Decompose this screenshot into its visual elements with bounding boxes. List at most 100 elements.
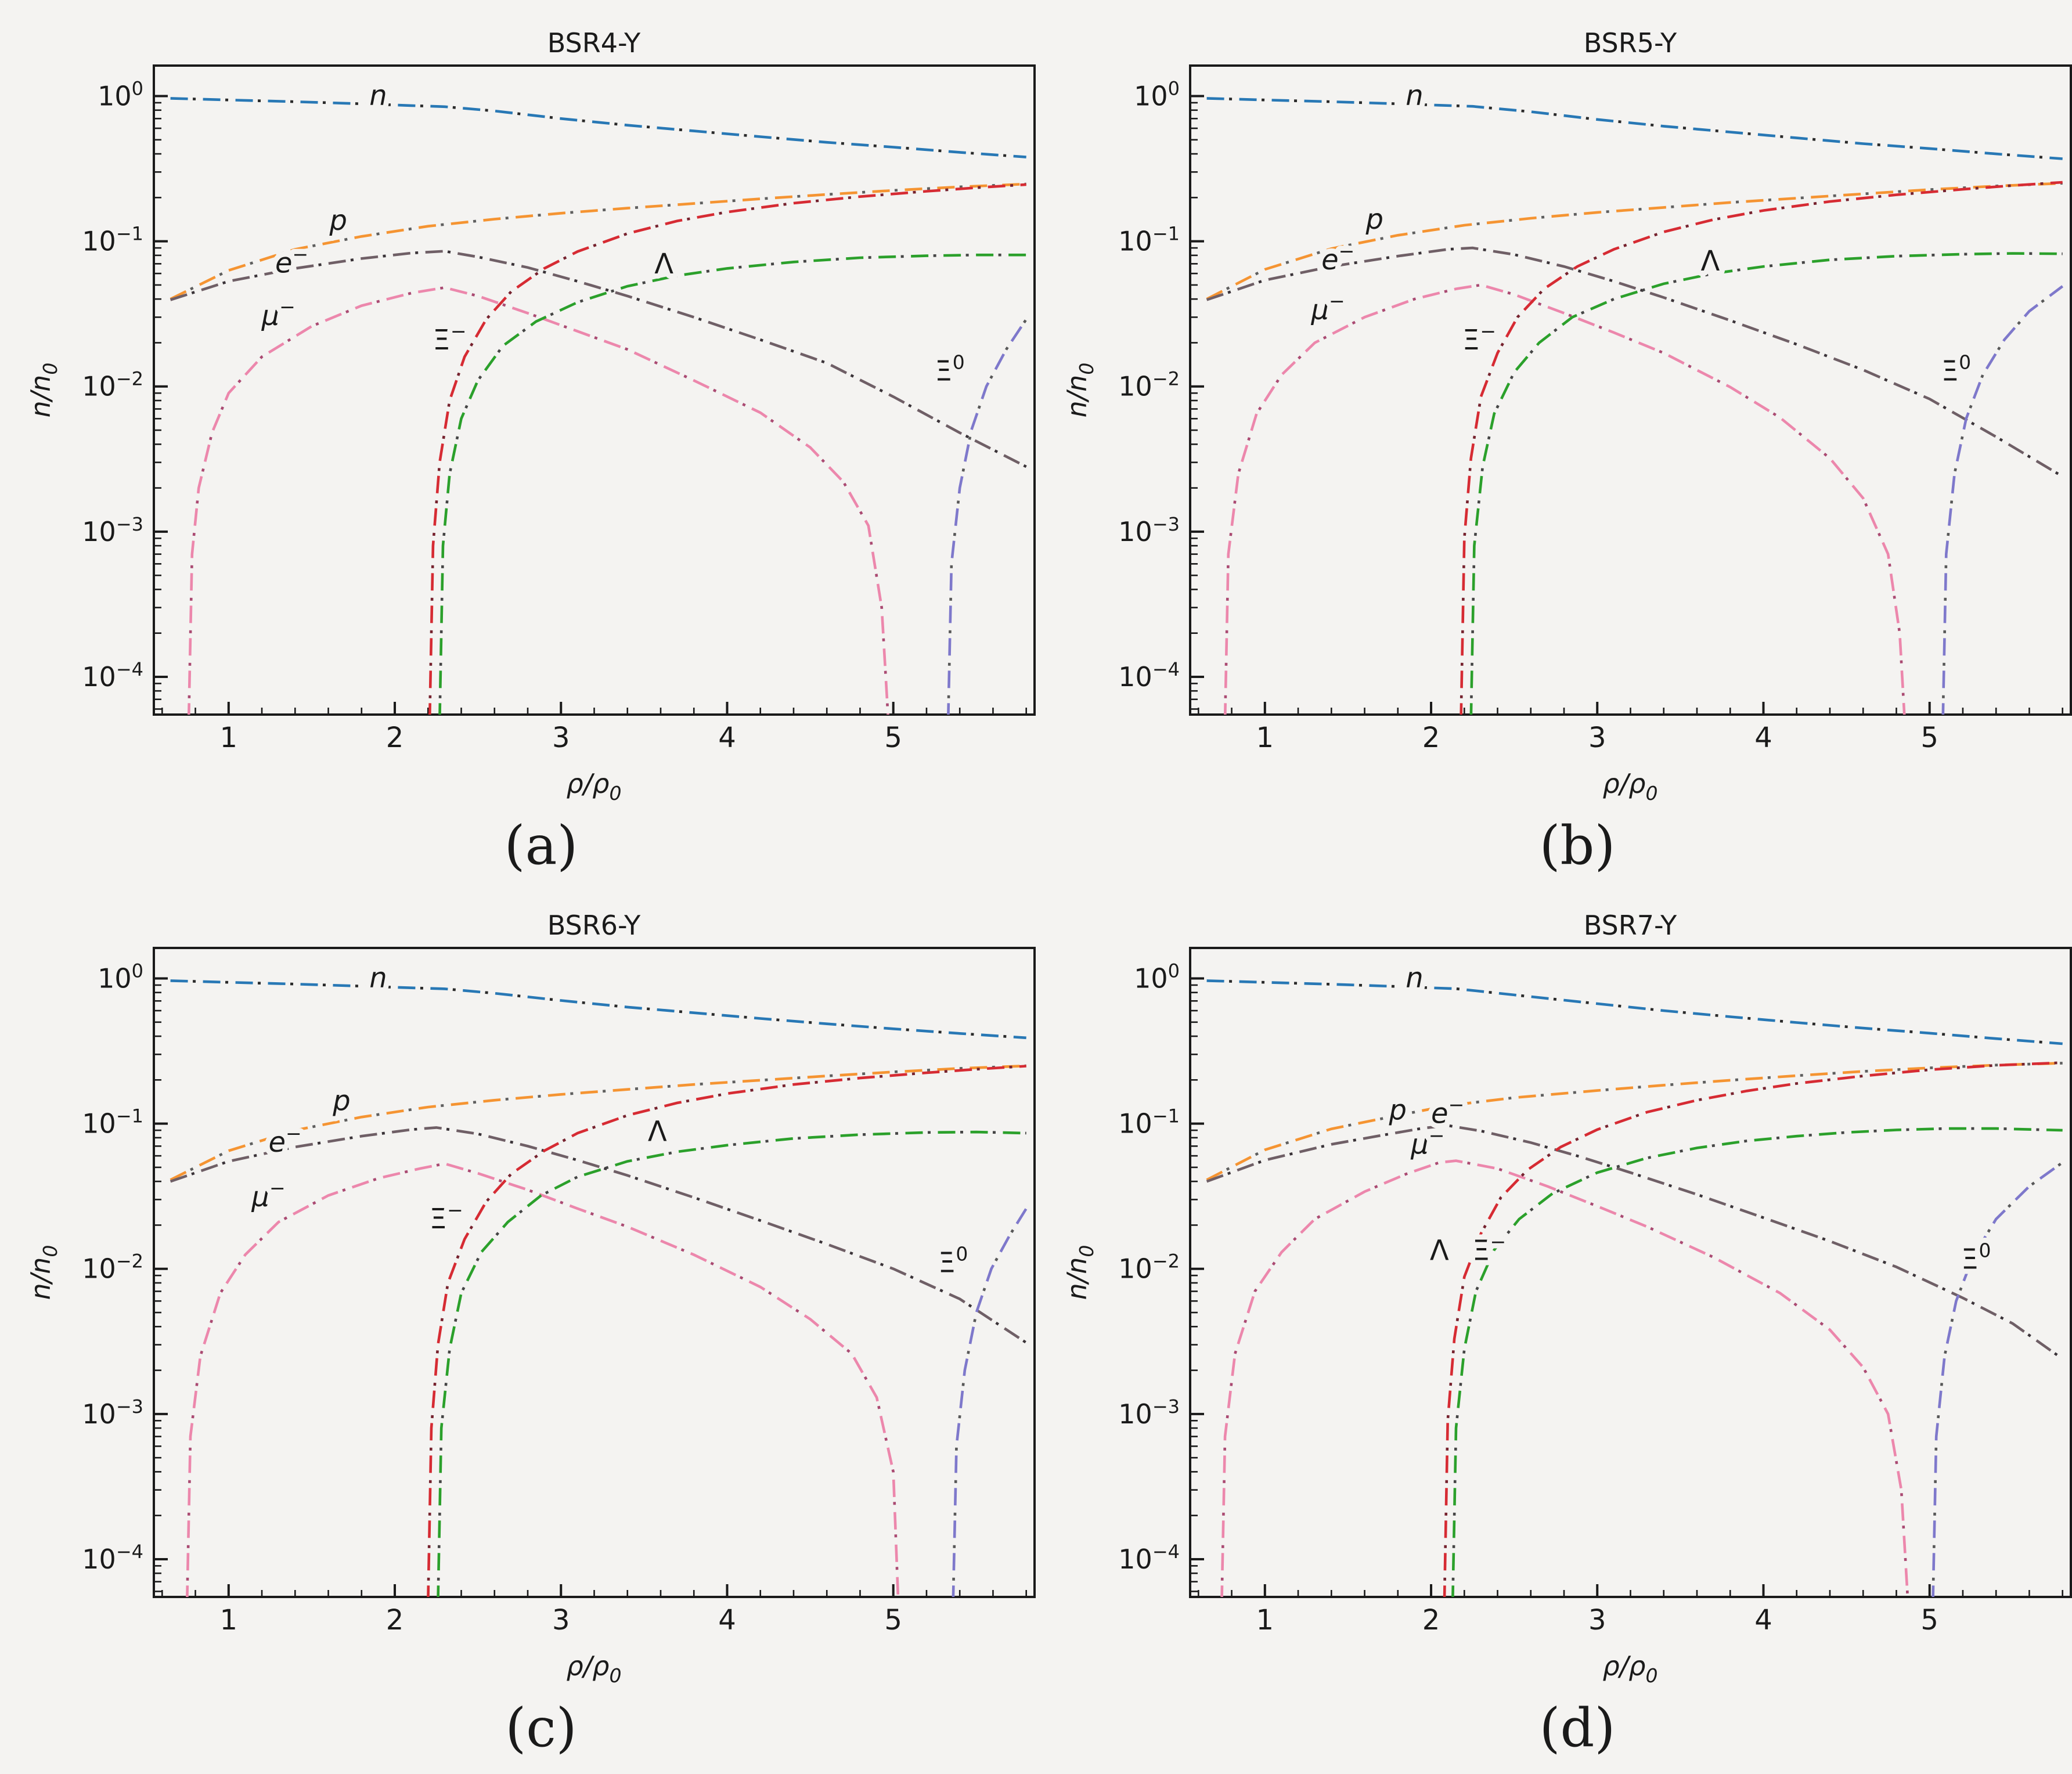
curve-dots-xi0 <box>1932 1161 2064 1597</box>
curve-mu- <box>188 286 889 715</box>
chart-bsr5y: BSR5-Y 1 2 3 4 5 100 10−1 10−2 10−3 10−4 n p e− μ− Λ Ξ−… <box>1061 27 2072 877</box>
curve-lambda <box>1469 252 2063 715</box>
y-tick-label: 100 <box>98 78 143 112</box>
y-axis-label: n/n0 <box>1061 1245 1098 1300</box>
axes-frame <box>1189 64 2072 716</box>
curve-dots-e- <box>1206 246 2063 478</box>
x-tick-label: 1 <box>1256 722 1274 754</box>
series-label-mu-: μ− <box>1410 1124 1444 1161</box>
curve-dots-e- <box>170 1126 1027 1344</box>
x-tick-label: 2 <box>1422 1604 1440 1636</box>
curves <box>170 97 1028 715</box>
x-tick-label: 3 <box>1588 722 1606 754</box>
curve-p <box>1206 1062 2063 1181</box>
x-tick-label: 3 <box>552 1604 570 1636</box>
x-tick-label: 1 <box>1256 1604 1274 1636</box>
curve-p <box>170 182 1026 301</box>
curve-dots-lambda <box>437 1130 1026 1597</box>
y-axis-label: n/n0 <box>1061 363 1098 418</box>
chart-title: BSR6-Y <box>547 910 641 941</box>
chart-title: BSR7-Y <box>1584 910 1677 941</box>
subfigure-caption: (a) <box>505 814 578 877</box>
curve-xi0 <box>1932 1161 2064 1597</box>
curve-e- <box>170 1126 1027 1344</box>
series-label-p: p <box>1389 1094 1407 1126</box>
curve-mu- <box>186 1162 900 1597</box>
panel-bsr5y: BSR5-Y 1 2 3 4 5 100 10−1 10−2 10−3 10−4 n p e− μ− Λ Ξ−… <box>1060 9 2072 892</box>
curve-dots-xi- <box>427 1065 1026 1597</box>
x-tick-label: 4 <box>1754 722 1772 754</box>
panel-bsr4y: BSR4-Y 1 2 3 4 5 100 10−1 10−2 10−3 10−4 n p e− μ− Λ Ξ−… <box>23 9 1059 892</box>
curve-e- <box>170 250 1027 468</box>
x-tick-label: 5 <box>1920 1604 1938 1636</box>
y-tick-label: 10−1 <box>1118 223 1180 257</box>
ticks <box>1190 95 2063 715</box>
series-label-xi-: Ξ− <box>433 320 466 356</box>
series-label-e-: e− <box>275 243 308 279</box>
panel-bsr7y: BSR7-Y 1 2 3 4 5 100 10−1 10−2 10−3 10−4 n p e− μ− Λ Ξ−… <box>1060 892 2072 1774</box>
x-tick-label: 1 <box>220 1604 238 1636</box>
x-axis-label: ρ/ρ0 <box>567 768 622 805</box>
x-tick-label: 4 <box>718 722 736 754</box>
chart-title: BSR4-Y <box>547 27 641 59</box>
x-axis-label: ρ/ρ0 <box>1603 768 1658 805</box>
y-tick-label: 10−2 <box>82 1250 143 1285</box>
y-tick-label: 10−3 <box>82 1396 143 1430</box>
curve-mu- <box>1220 1159 1909 1597</box>
x-tick-label: 2 <box>386 722 404 754</box>
y-tick-label: 10−2 <box>1118 1250 1180 1285</box>
series-label-xi-: Ξ− <box>1462 320 1496 356</box>
curve-lambda <box>438 253 1026 715</box>
curve-dots-mu- <box>1224 283 1906 715</box>
curve-dots-lambda <box>1469 252 2063 715</box>
curve-xi0 <box>952 1207 1028 1597</box>
series-label-xi-: Ξ− <box>430 1199 463 1235</box>
y-tick-label: 100 <box>1134 960 1180 994</box>
series-label-e-: e− <box>1321 240 1354 276</box>
curve-e- <box>1206 246 2063 478</box>
x-tick-label: 2 <box>1422 722 1440 754</box>
subfigure-caption: (d) <box>1540 1697 1616 1759</box>
y-tick-label: 10−3 <box>1118 513 1180 547</box>
curve-n <box>1206 979 2063 1045</box>
y-tick-label: 10−1 <box>82 223 143 257</box>
chart-bsr4y: BSR4-Y 1 2 3 4 5 100 10−1 10−2 10−3 10−4 n p e− μ− Λ Ξ−… <box>25 27 1036 877</box>
curve-dots-xi- <box>1460 181 2063 715</box>
chart-bsr6y: BSR6-Y 1 2 3 4 5 100 10−1 10−2 10−3 10−4 n p e− μ− Λ Ξ−… <box>25 910 1036 1759</box>
y-tick-label: 10−1 <box>1118 1105 1180 1140</box>
curve-xi- <box>1443 1061 2063 1597</box>
series-label-p: p <box>332 1084 350 1117</box>
series-label-n: n <box>369 80 387 112</box>
curve-mu- <box>1224 283 1906 715</box>
y-axis-label: n/n0 <box>25 1245 62 1300</box>
x-tick-label: 3 <box>1588 1604 1606 1636</box>
x-tick-label: 1 <box>220 722 238 754</box>
curves <box>170 979 1028 1597</box>
series-label-mu-: μ− <box>1310 290 1345 326</box>
curve-n <box>1206 97 2063 160</box>
curve-xi0 <box>1941 285 2064 715</box>
x-axis-label: ρ/ρ0 <box>567 1650 622 1687</box>
curve-e- <box>1206 1124 2064 1360</box>
y-tick-label: 100 <box>98 960 143 994</box>
x-tick-label: 5 <box>1920 722 1938 754</box>
y-tick-label: 10−4 <box>82 658 143 693</box>
series-label-e-: e− <box>269 1122 302 1159</box>
series-label-mu-: μ− <box>251 1177 285 1213</box>
ticks <box>1190 977 2063 1597</box>
curve-dots-xi0 <box>952 1207 1028 1597</box>
x-tick-label: 2 <box>386 1604 404 1636</box>
y-tick-label: 10−4 <box>1118 658 1180 693</box>
curve-dots-mu- <box>188 286 889 715</box>
curve-n <box>170 97 1026 158</box>
ticks <box>154 95 1027 715</box>
ticks <box>154 977 1027 1597</box>
curve-xi- <box>1460 181 2063 715</box>
curve-lambda <box>1451 1127 2063 1597</box>
subfigure-caption: (c) <box>505 1697 576 1759</box>
series-label-n: n <box>1406 962 1423 994</box>
panel-bsr6y: BSR6-Y 1 2 3 4 5 100 10−1 10−2 10−3 10−4 n p e− μ− Λ Ξ−… <box>23 892 1059 1774</box>
